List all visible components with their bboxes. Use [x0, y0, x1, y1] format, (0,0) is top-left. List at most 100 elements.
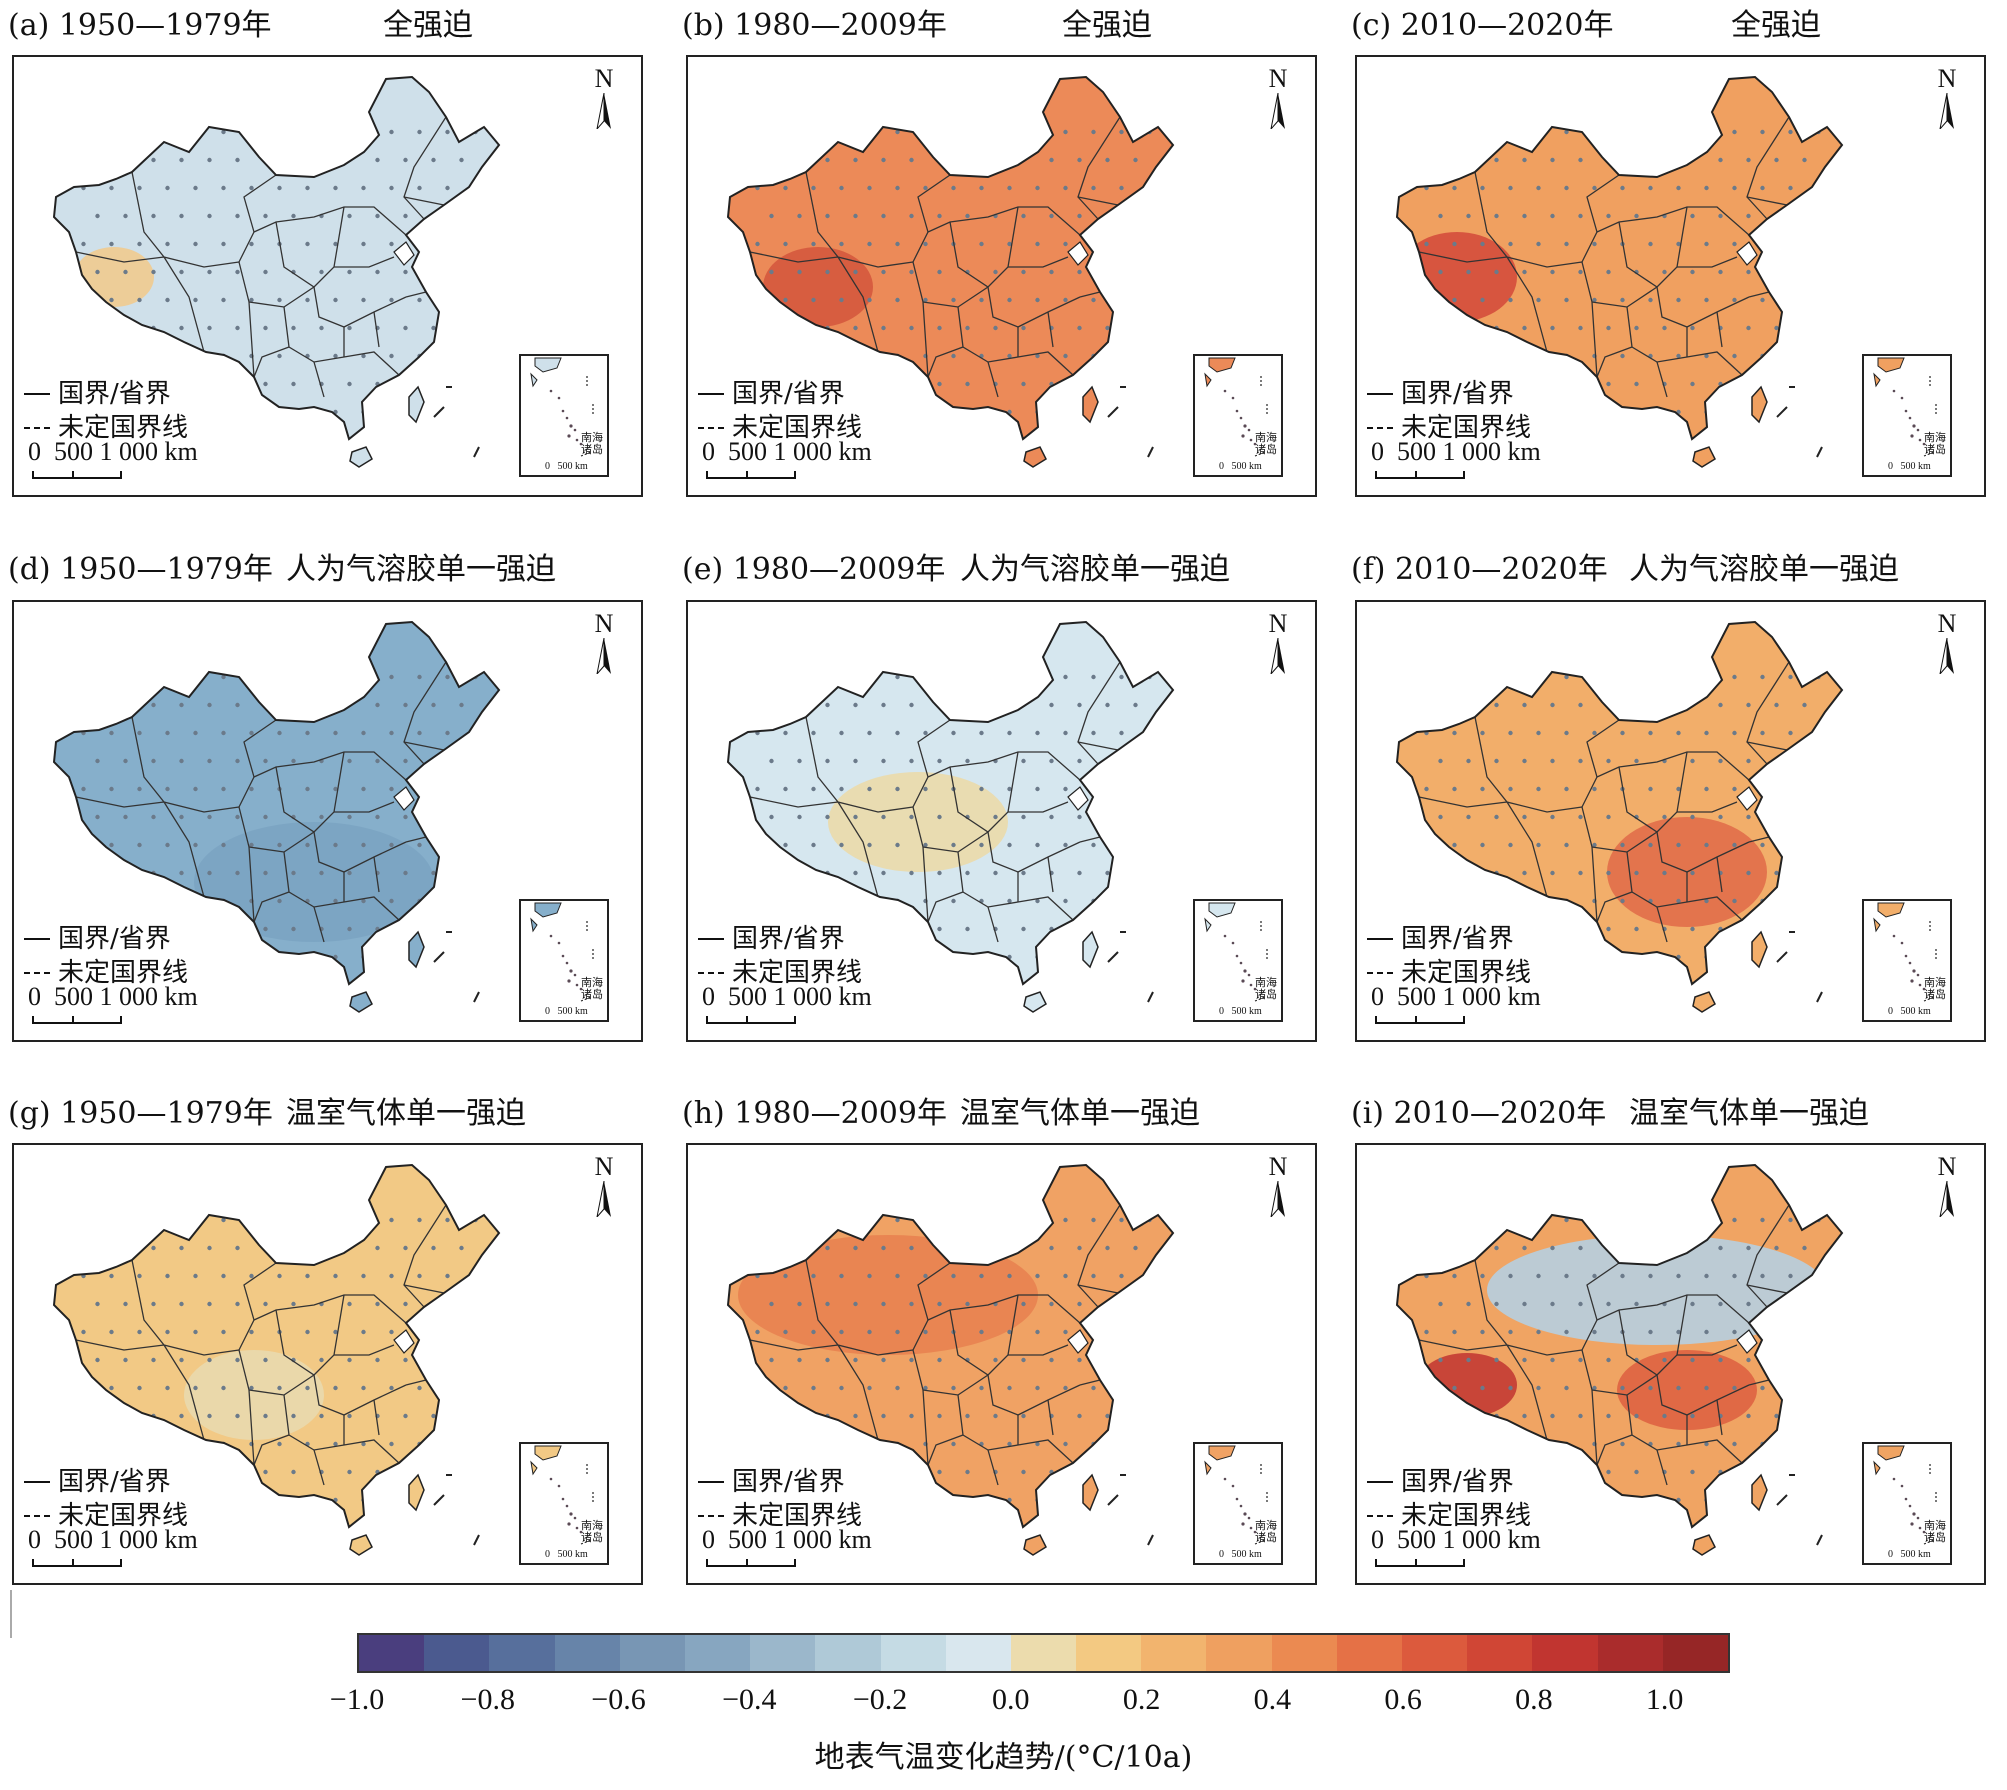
solid-line-swatch	[1367, 393, 1393, 395]
station-dot	[1438, 1301, 1443, 1307]
station-dot	[1550, 381, 1555, 387]
station-dot	[1816, 1273, 1821, 1279]
station-dot	[1732, 409, 1737, 415]
station-dot	[333, 786, 338, 792]
station-dot	[417, 842, 422, 848]
station-dot	[389, 786, 394, 792]
station-dot	[1536, 1217, 1541, 1223]
station-dot	[445, 898, 450, 904]
station-dot	[867, 241, 872, 247]
station-dot	[979, 1329, 984, 1335]
station-dot	[797, 1245, 802, 1251]
province-border	[1656, 1449, 1668, 1486]
station-dot	[1007, 786, 1012, 792]
station-dot	[1564, 1385, 1569, 1391]
station-dot	[895, 129, 900, 135]
station-dot	[811, 185, 816, 191]
station-dot	[1424, 842, 1429, 848]
station-dot	[431, 1245, 436, 1251]
station-dot	[179, 1357, 184, 1363]
station-dot	[1021, 758, 1026, 764]
south-china-sea-inset: 南海诸岛 0 500 km	[1862, 354, 1952, 477]
scale-line	[706, 1559, 796, 1567]
station-dot	[783, 185, 788, 191]
undetermined-boundary	[1107, 1494, 1119, 1506]
station-dot	[923, 842, 928, 848]
station-dot	[1746, 1525, 1751, 1527]
station-dot	[1480, 241, 1485, 247]
station-dot	[979, 409, 984, 415]
station-dot	[165, 1441, 170, 1447]
station-dot	[347, 870, 352, 876]
undetermined-boundary	[473, 1534, 480, 1546]
north-label: N	[1937, 64, 1957, 93]
province-border	[1418, 1339, 1508, 1351]
scale-bar: 0 500 1 000 km	[1371, 437, 1541, 479]
station-dot	[1508, 1329, 1513, 1335]
colorbar-cell	[489, 1635, 555, 1671]
station-dot	[389, 1329, 394, 1335]
station-dot	[1606, 982, 1611, 984]
station-dot	[755, 241, 760, 247]
colorbar	[357, 1633, 1730, 1673]
station-dot	[797, 814, 802, 820]
station-dot	[1175, 186, 1179, 190]
station-dot	[1704, 1441, 1709, 1447]
station-dot	[235, 1469, 240, 1475]
station-dot	[839, 129, 844, 135]
station-dot	[81, 842, 86, 848]
legend-border-label: 国界/省界	[58, 1467, 171, 1497]
station-dot	[1091, 1385, 1096, 1391]
station-dot	[783, 786, 788, 792]
station-dot	[1802, 1357, 1807, 1363]
station-dot	[235, 870, 240, 876]
station-dot	[165, 786, 170, 792]
station-dot	[1119, 842, 1124, 848]
station-dot	[1133, 157, 1138, 163]
station-dot	[445, 1273, 450, 1279]
station-dot	[487, 1357, 492, 1363]
panel-forcing-label: 温室气体单一强迫	[960, 1096, 1200, 1131]
station-dot	[937, 758, 942, 764]
station-dot	[207, 1413, 212, 1419]
north-arrow: N	[1263, 1153, 1293, 1217]
panel-forcing-label: 温室气体单一强迫	[1629, 1096, 1869, 1131]
station-dot	[1147, 1497, 1152, 1503]
station-dot	[515, 158, 519, 162]
station-dot	[1119, 129, 1124, 135]
station-dot	[1620, 842, 1625, 848]
station-dot	[1438, 1413, 1443, 1419]
station-dot	[235, 381, 240, 387]
station-dot	[1035, 129, 1040, 135]
province-border	[75, 1339, 165, 1351]
province-border	[837, 1344, 879, 1441]
province-border	[1586, 1262, 1620, 1321]
station-dot	[1704, 241, 1709, 247]
station-dot	[403, 157, 408, 163]
station-dot	[1147, 185, 1152, 191]
station-dot	[825, 213, 830, 219]
station-dot	[881, 758, 886, 764]
station-dot	[1816, 409, 1821, 415]
map-panel-c: N 国界/省界 未定国界线 0 500 1 000 km	[1355, 55, 1986, 497]
undetermined-boundary	[1816, 991, 1823, 1003]
station-dot	[1452, 730, 1457, 736]
scale-tick	[1415, 1559, 1417, 1567]
station-dot	[1606, 325, 1611, 331]
station-dot	[1119, 954, 1124, 960]
station-dot	[909, 381, 914, 387]
station-dot	[151, 758, 156, 764]
south-china-sea-inset: 南海诸岛 0 500 km	[1862, 1442, 1952, 1565]
station-dot	[221, 730, 226, 736]
map-panel-a: N 国界/省界 未定国界线 0 500 1 000 km	[12, 55, 643, 497]
station-dot	[501, 955, 505, 959]
station-dot	[937, 269, 942, 275]
station-dot	[979, 730, 984, 736]
station-dot	[151, 269, 156, 275]
station-dot	[825, 157, 830, 163]
station-dot	[1077, 269, 1082, 275]
station-dot	[1035, 1273, 1040, 1279]
station-dot	[1606, 381, 1611, 387]
province-border	[373, 1399, 380, 1436]
station-dot	[1424, 1385, 1429, 1391]
